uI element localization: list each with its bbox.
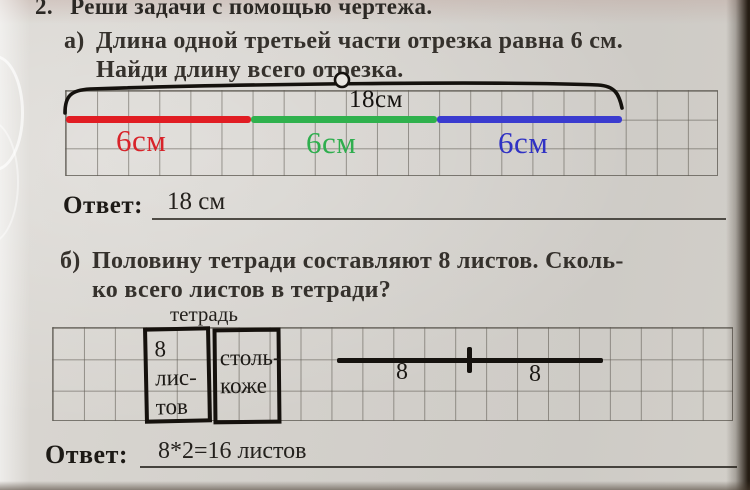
grid-a: [65, 90, 718, 176]
same-amount-box: столь- коже: [212, 327, 282, 425]
sheets-box-line2: лис-: [154, 364, 197, 391]
sheets-box: 8 лис- тов: [143, 326, 212, 424]
segment-blue-label: 6см: [498, 125, 549, 160]
segment-red-label: 6см: [116, 123, 167, 158]
problem-title: Реши задачи с помощью чертежа.: [70, 0, 433, 19]
task-a-line1: Длина одной третьей части отрезка равна …: [96, 28, 624, 54]
brace-curve: [63, 81, 624, 115]
answer-a-line: [152, 191, 726, 220]
segment-green-label: 6см: [306, 125, 357, 160]
task-b-label: б): [60, 248, 81, 274]
segment-middle-tick: [467, 347, 472, 373]
problem-header: 2. Реши задачи с помощью чертежа.: [35, 0, 433, 20]
answer-a-label: Ответ:: [63, 192, 143, 219]
photo-bottom-edge-shadow: [0, 481, 750, 490]
task-b-line1: Половину тетради составляют 8 листов. Ск…: [92, 248, 624, 274]
answer-a-value: 18 см: [167, 188, 226, 215]
photo-right-edge-shadow: [726, 0, 750, 490]
same-amount-box-line2: коже: [219, 372, 267, 399]
segment-green: [251, 116, 437, 123]
task-b-text: б) Половину тетради составляют 8 листов.…: [60, 247, 624, 305]
answer-b-label: Ответ:: [45, 440, 129, 469]
photo-top-edge-shadow: [0, 0, 750, 24]
answer-b-value: 8*2=16 листов: [158, 438, 307, 464]
circle-marker-icon: [333, 71, 351, 89]
task-a-line2: Найди длину всего отрезка.: [96, 57, 404, 83]
notebook-label: тетрадь: [170, 302, 239, 326]
total-length-brace: [63, 71, 624, 115]
total-length-label: 18см: [349, 86, 403, 113]
task-a-body: Длина одной третьей части отрезка равна …: [96, 27, 623, 85]
problem-number: 2.: [35, 0, 54, 19]
segment-blue: [437, 116, 622, 123]
answer-b-line: [140, 439, 737, 468]
same-amount-box-line1: столь-: [219, 344, 281, 371]
segment-right-value: 8: [529, 361, 541, 387]
sheets-box-line1: 8: [154, 336, 167, 362]
segment-red: [66, 116, 251, 123]
segment-left-value: 8: [396, 359, 408, 385]
task-b-line2: ко всего листов в тетради?: [92, 277, 392, 303]
task-b-body: Половину тетради составляют 8 листов. Ск…: [92, 247, 624, 305]
task-a-label: а): [64, 28, 85, 54]
sheets-box-line3: тов: [155, 393, 189, 420]
task-a-text: а) Длина одной третьей части отрезка рав…: [64, 27, 623, 85]
